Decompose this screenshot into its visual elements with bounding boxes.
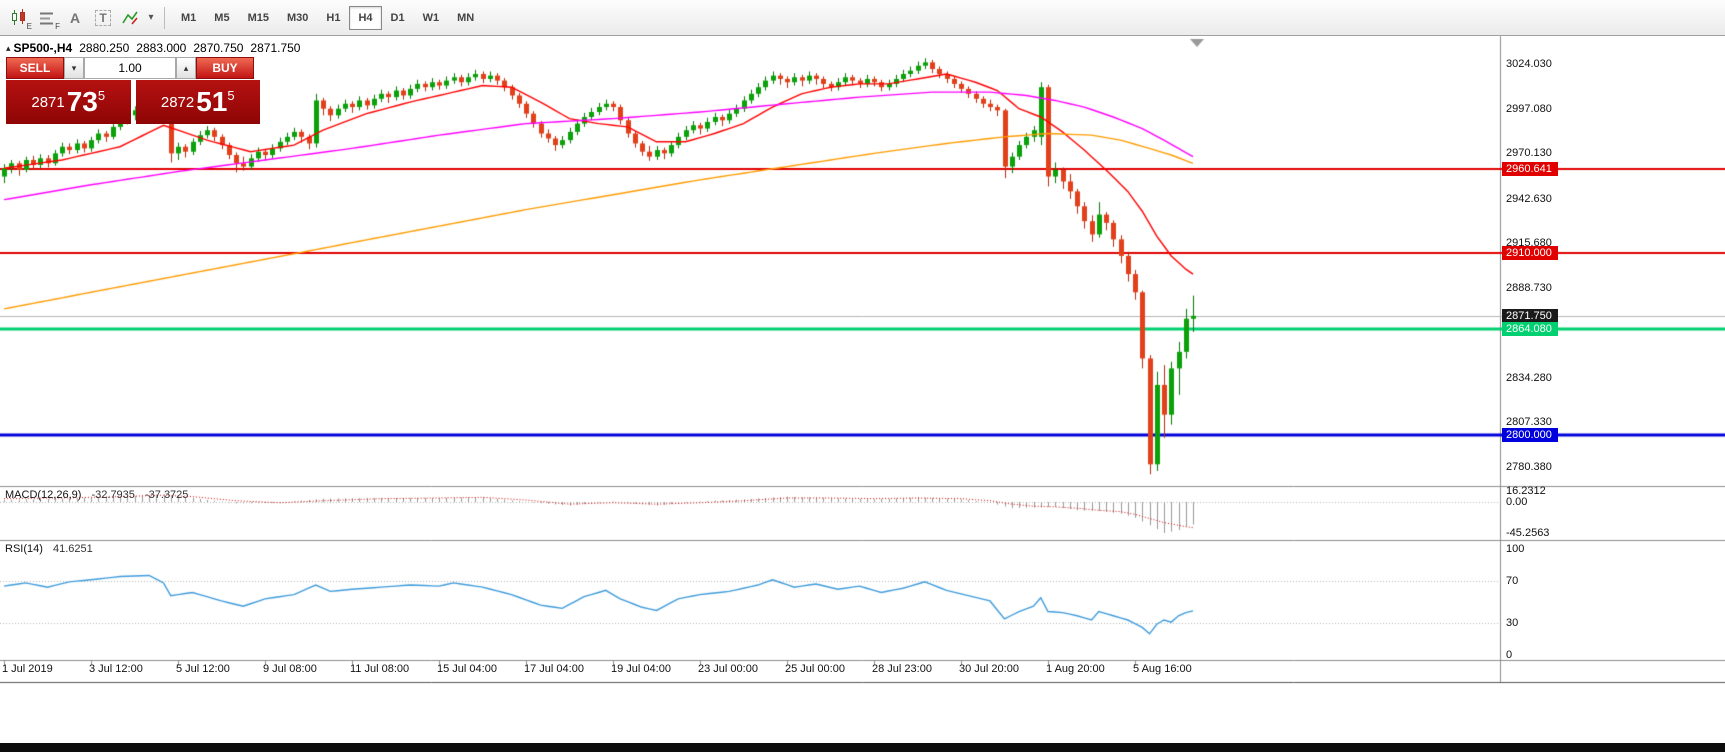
price-line-tag: 2800.000	[1502, 427, 1558, 442]
volume-input[interactable]	[84, 57, 176, 79]
buy-price-big: 2872	[160, 93, 195, 111]
rsi-axis-label: 100	[1506, 543, 1525, 555]
price-axis-scale[interactable]	[1500, 36, 1725, 682]
subscript-f-label: F	[55, 21, 60, 31]
timeframe-m30-button[interactable]: M30	[278, 6, 317, 30]
sell-price-display[interactable]: 2871 73 5	[6, 80, 131, 124]
price-axis-label: 2942.630	[1506, 192, 1552, 205]
subscript-e-label: E	[26, 21, 32, 31]
text-a-icon: A	[69, 9, 81, 26]
time-axis-label: 9 Jul 08:00	[263, 663, 317, 675]
symbol-period-label: SP500-,H4	[13, 41, 73, 55]
time-axis-label: 5 Jul 12:00	[176, 663, 230, 675]
indicator-zigzag-icon	[122, 11, 138, 25]
rsi-axis-label: 30	[1506, 617, 1519, 630]
high-value: 2883.000	[136, 41, 187, 55]
chart-ohlc-line: ▴ SP500-,H4 2880.250 2883.000 2870.750 2871.7…	[6, 41, 300, 55]
bottom-bar	[0, 743, 1725, 752]
down-arrow-icon: ▾	[71, 62, 77, 73]
one-click-trading-panel: SELL ▾ ▴ BUY 2871 73 5 2872 51 5	[6, 57, 260, 124]
indicators-button[interactable]	[117, 5, 145, 31]
volume-up-button[interactable]: ▴	[176, 57, 196, 79]
time-axis-label: 15 Jul 04:00	[437, 663, 497, 675]
indicators-dropdown-button[interactable]: ▾	[145, 5, 157, 31]
price-axis-label: 2834.280	[1506, 371, 1552, 384]
timeframe-m5-button[interactable]: M5	[205, 6, 238, 30]
timeframe-mn-button[interactable]: MN	[448, 6, 483, 30]
sell-price-pips: 73	[66, 86, 98, 117]
trade-controls-row: SELL ▾ ▴ BUY	[6, 57, 260, 79]
symbol-marker-icon: ▴	[6, 43, 11, 53]
open-value: 2880.250	[79, 41, 130, 55]
buy-button[interactable]: BUY	[196, 57, 254, 79]
timeframe-h4-button[interactable]: H4	[349, 5, 382, 30]
sell-button[interactable]: SELL	[6, 57, 64, 79]
timeframe-m1-button[interactable]: M1	[172, 6, 205, 30]
rsi-axis-label: 0	[1506, 649, 1513, 661]
macd-signal-value: -37.3725	[144, 489, 189, 501]
time-axis-label: 19 Jul 04:00	[611, 663, 671, 675]
toolbar: E F A T ▾ M1 M5 M15 M30	[0, 0, 1725, 36]
time-axis-label: 3 Jul 12:00	[89, 663, 143, 675]
low-value: 2870.750	[193, 41, 244, 55]
candlestick-icon	[12, 9, 25, 25]
up-arrow-icon: ▴	[183, 62, 189, 73]
time-axis-label: 17 Jul 04:00	[524, 663, 584, 675]
macd-header: MACD(12,26,9) -32.7935 -37.3725	[5, 489, 188, 501]
timeframe-d1-button[interactable]: D1	[382, 6, 414, 30]
rsi-header: RSI(14) 41.6251	[5, 543, 93, 555]
label-tool-button[interactable]: T	[89, 5, 117, 31]
time-axis-label: 30 Jul 20:00	[959, 663, 1019, 675]
macd-main-value: -32.7935	[91, 489, 135, 501]
sell-price-big: 2871	[31, 93, 65, 111]
close-value: 2871.750	[250, 41, 301, 55]
price-axis-label: 2780.380	[1506, 461, 1552, 473]
rsi-name-label: RSI(14)	[5, 543, 43, 555]
price-line-tag: 2871.750	[1502, 308, 1558, 323]
macd-axis-label: 0.00	[1506, 496, 1528, 509]
buy-price-display[interactable]: 2872 51 5	[135, 80, 260, 124]
rsi-axis-label: 70	[1506, 574, 1519, 587]
sell-price-point: 5	[97, 88, 106, 103]
rsi-value: 41.6251	[52, 543, 93, 555]
text-tool-button[interactable]: A	[61, 5, 89, 31]
time-axis-label: 1 Aug 20:00	[1046, 663, 1105, 675]
chart-template-e-button[interactable]: E	[5, 5, 33, 31]
time-axis-label: 11 Jul 08:00	[350, 663, 410, 675]
timeframe-h1-button[interactable]: H1	[317, 6, 349, 30]
chevron-down-icon: ▾	[148, 12, 154, 23]
macd-name-label: MACD(12,26,9)	[5, 489, 82, 501]
time-axis-label: 1 Jul 2019	[2, 663, 53, 675]
price-axis-label: 2888.730	[1506, 281, 1552, 294]
price-line-tag: 2864.080	[1502, 321, 1558, 336]
price-axis-label: 2807.330	[1506, 416, 1552, 429]
price-axis-label: 3024.030	[1506, 58, 1552, 70]
price-axis-label: 2970.130	[1506, 147, 1552, 160]
levels-icon	[40, 12, 53, 24]
macd-axis-label: 16.2312	[1506, 485, 1546, 497]
time-axis-label: 5 Aug 16:00	[1133, 663, 1192, 675]
time-axis-label: 28 Jul 23:00	[872, 663, 932, 675]
trade-prices-row: 2871 73 5 2872 51 5	[6, 80, 260, 124]
price-line-tag: 2960.641	[1502, 161, 1558, 176]
buy-price-pips: 51	[196, 86, 228, 117]
levels-f-button[interactable]: F	[33, 5, 61, 31]
price-axis-label: 2997.080	[1506, 102, 1552, 115]
text-label-icon: T	[95, 9, 111, 26]
time-axis-label: 25 Jul 00:00	[785, 663, 845, 675]
timeframe-w1-button[interactable]: W1	[414, 6, 449, 30]
macd-axis-label: -45.2563	[1506, 527, 1550, 539]
volume-down-button[interactable]: ▾	[64, 57, 84, 79]
buy-price-point: 5	[227, 88, 235, 103]
price-line-tag: 2910.000	[1502, 245, 1558, 260]
toolbar-separator	[164, 6, 165, 29]
time-axis-label: 23 Jul 00:00	[698, 663, 758, 675]
timeframe-m15-button[interactable]: M15	[239, 6, 278, 30]
